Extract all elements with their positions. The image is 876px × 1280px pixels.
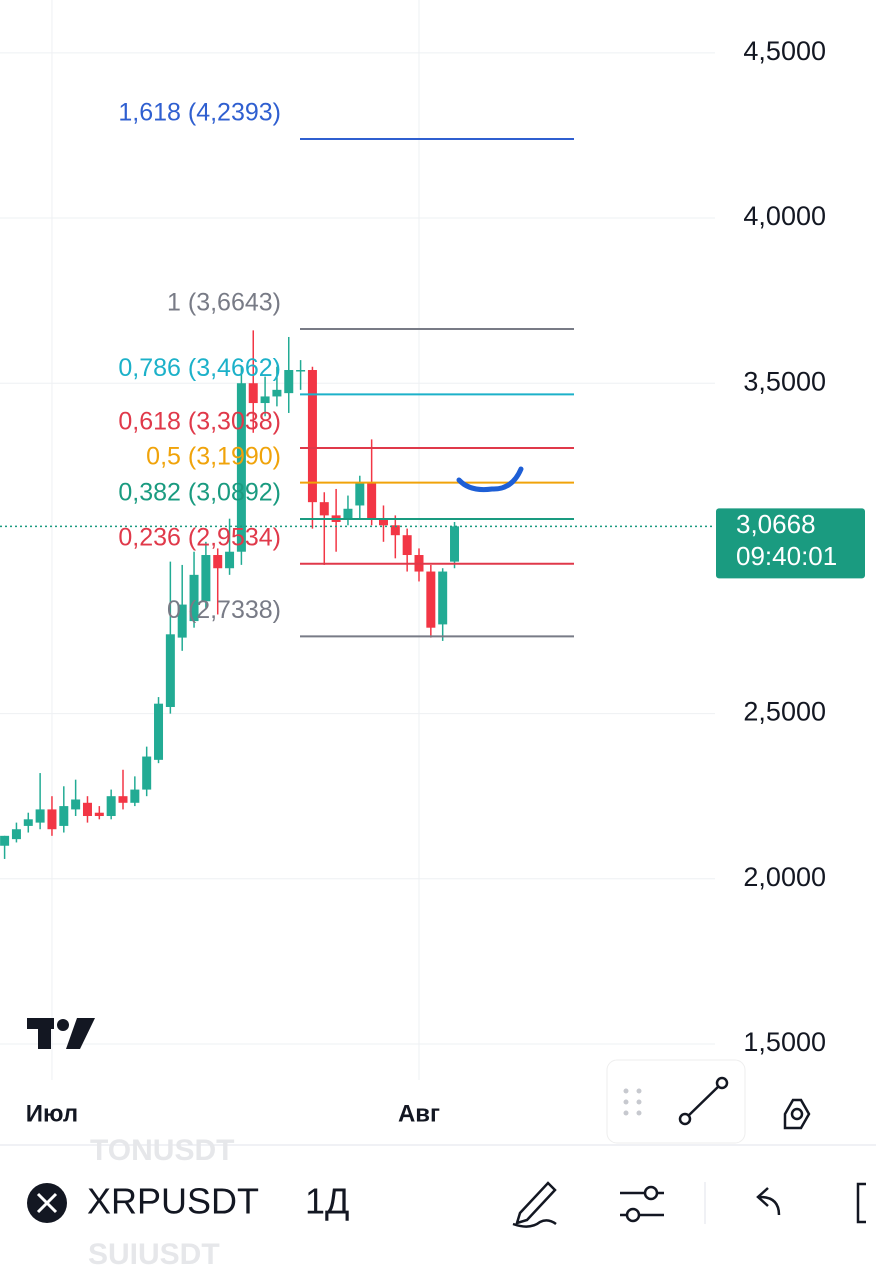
candle-body — [0, 835, 10, 846]
candle-body — [319, 502, 329, 516]
logo — [27, 1018, 95, 1049]
candle-body — [390, 525, 400, 536]
x-tick-label: Авг — [398, 1100, 440, 1127]
candle-body — [343, 508, 353, 519]
symbol-icon-mark — [36, 1192, 58, 1214]
last-price-box — [716, 508, 865, 579]
candle-body — [225, 551, 235, 569]
candle-body — [450, 526, 460, 562]
candle-body — [23, 819, 33, 826]
candle-body — [35, 809, 45, 823]
trend-line-tool[interactable] — [678, 1076, 729, 1126]
fib-label: 0,5 (3,1990) — [146, 442, 281, 470]
interval[interactable]: 1Д — [305, 1181, 349, 1222]
draw-button[interactable] — [512, 1181, 557, 1228]
drag-handle — [623, 1088, 642, 1116]
fib-label: 0,382 (3,0892) — [118, 479, 281, 507]
fib-label: 1 (3,6643) — [167, 289, 281, 317]
candle-body — [94, 812, 104, 817]
candle-body — [378, 518, 388, 526]
candle-body — [154, 703, 164, 760]
candle-body — [118, 796, 128, 803]
candle-body — [284, 370, 294, 394]
settings-button[interactable] — [783, 1098, 811, 1130]
candle-body — [438, 571, 448, 625]
y-tick-label: 4,0000 — [743, 201, 826, 231]
y-tick-label: 2,0000 — [743, 862, 826, 892]
candle-body — [307, 370, 317, 503]
candle-body — [106, 796, 116, 817]
last-price-label: 3,0668 — [736, 509, 816, 539]
next-symbol: SUIUSDT — [88, 1238, 220, 1271]
fib-label: 1,618 (4,2393) — [118, 99, 281, 127]
candle-body — [142, 756, 152, 790]
candle-body — [260, 396, 270, 404]
x-tick-label: Июл — [26, 1100, 78, 1127]
candle-body — [213, 555, 223, 569]
y-tick-label: 1,5000 — [743, 1027, 826, 1057]
candle-body — [426, 571, 436, 628]
candle-body — [71, 799, 81, 810]
candle-body — [130, 789, 140, 803]
y-tick-label: 3,5000 — [743, 366, 826, 396]
candle-body — [272, 389, 282, 397]
fib-label: 0,236 (2,9534) — [118, 523, 281, 551]
candle-body — [355, 482, 365, 506]
user-drawing — [456, 466, 524, 493]
fullscreen-button[interactable] — [856, 1182, 866, 1224]
candle-body — [296, 370, 306, 372]
drawing-toolbar — [606, 1059, 746, 1144]
candle-body — [248, 383, 258, 404]
candle-body — [177, 604, 187, 638]
prev-symbol: TONUSDT — [90, 1134, 234, 1167]
candle-body — [11, 829, 21, 840]
candle-body — [59, 806, 69, 826]
fib-label: 0 (2,7338) — [167, 596, 281, 624]
countdown: 09:40:01 — [736, 541, 837, 571]
candle-body — [82, 802, 92, 817]
candle-body — [367, 482, 377, 519]
candle-body — [47, 809, 57, 830]
candle-body — [165, 634, 175, 707]
candle-body — [189, 574, 199, 622]
plot: 1,5000 2,0000 2,5000 3,5000 4,0000 4,5000 Июл А… — [0, 0, 865, 1127]
y-tick-label: 2,5000 — [743, 697, 826, 727]
fib-label: 0,618 (3,3038) — [118, 408, 281, 436]
symbol[interactable]: XRPUSDT — [87, 1181, 259, 1222]
candle-body — [236, 383, 246, 552]
candle-body — [201, 555, 211, 602]
y-tick-label: 4,5000 — [743, 36, 826, 66]
undo-button[interactable] — [756, 1187, 781, 1216]
fib-label: 0,786 (3,4662) — [118, 354, 281, 382]
candle-body — [402, 535, 412, 556]
indicators-button[interactable] — [620, 1185, 664, 1223]
